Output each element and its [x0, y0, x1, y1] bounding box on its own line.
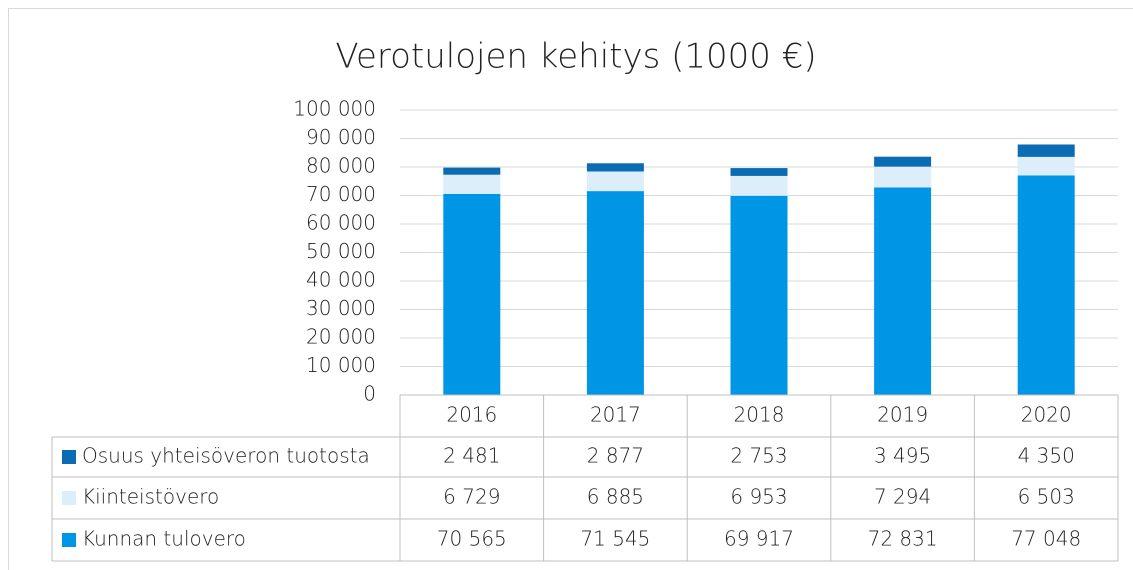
bar-segment [1017, 144, 1075, 157]
bar-segment [730, 195, 788, 395]
bar-segment [586, 191, 644, 395]
bar-segment [443, 193, 501, 395]
y-tick-label: 40 000 [306, 268, 376, 292]
bar-segment [1017, 156, 1075, 176]
y-tick-label: 50 000 [306, 239, 376, 263]
table-value: 4 350 [1018, 444, 1075, 468]
bar-segment [874, 156, 932, 167]
bar-segment [586, 171, 644, 192]
bar-segment [443, 167, 501, 175]
chart-frame [8, 8, 1133, 570]
y-tick-label: 60 000 [306, 211, 376, 235]
y-tick-label: 80 000 [306, 154, 376, 178]
y-tick-label: 90 000 [306, 125, 376, 149]
legend-swatch [62, 450, 76, 464]
legend-label: Osuus yhteisöveron tuotosta [82, 444, 370, 468]
table-value: 6 953 [730, 485, 787, 509]
table-value: 6 885 [587, 485, 644, 509]
table-value: 77 048 [1011, 527, 1081, 551]
table-value: 69 917 [724, 527, 794, 551]
y-tick-label: 70 000 [306, 182, 376, 206]
chart-title: Verotulojen kehitys (1000 €) [335, 37, 816, 77]
table-value: 6 503 [1018, 485, 1075, 509]
table-value: 71 545 [580, 527, 650, 551]
bar-segment [1017, 175, 1075, 395]
bar-segment [730, 175, 788, 196]
bar-segment [730, 168, 788, 176]
legend-label: Kiinteistövero [82, 485, 219, 509]
legend-swatch [62, 491, 76, 505]
x-tick-label: 2016 [446, 403, 497, 427]
y-tick-label: 20 000 [306, 325, 376, 349]
bar-segment [443, 174, 501, 194]
table-value: 6 729 [443, 485, 500, 509]
bar-segment [586, 163, 644, 172]
y-tick-label: 100 000 [293, 97, 376, 121]
x-tick-label: 2020 [1021, 403, 1072, 427]
x-tick-label: 2019 [877, 403, 928, 427]
table-value: 70 565 [437, 527, 507, 551]
table-value: 72 831 [868, 527, 938, 551]
table-value: 2 481 [443, 444, 500, 468]
table-value: 2 753 [730, 444, 787, 468]
y-tick-label: 30 000 [306, 296, 376, 320]
legend-label: Kunnan tulovero [82, 527, 246, 551]
bar-segment [874, 166, 932, 188]
x-tick-label: 2018 [734, 403, 785, 427]
bar-segment [874, 187, 932, 395]
y-tick-label: 0 [363, 382, 376, 406]
table-value: 3 495 [874, 444, 931, 468]
legend-swatch [62, 533, 76, 547]
x-tick-label: 2017 [590, 403, 641, 427]
table-value: 2 877 [587, 444, 644, 468]
y-tick-label: 10 000 [306, 353, 376, 377]
table-value: 7 294 [874, 485, 931, 509]
